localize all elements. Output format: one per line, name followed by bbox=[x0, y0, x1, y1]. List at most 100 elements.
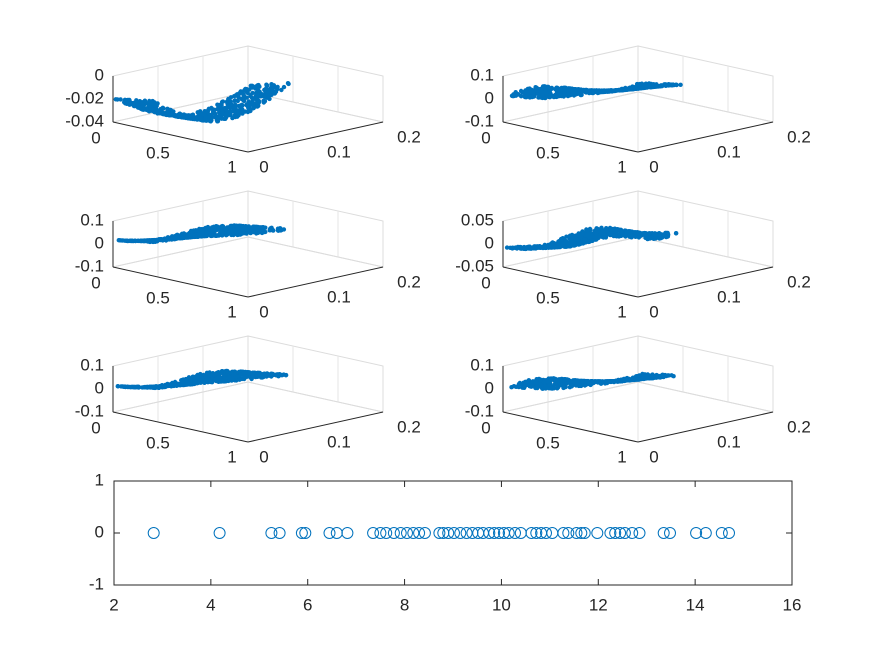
data-point bbox=[228, 95, 234, 100]
data-point bbox=[575, 527, 588, 539]
data-point bbox=[582, 383, 588, 388]
z-tick-label: -0.1 bbox=[465, 401, 494, 420]
data-point bbox=[630, 86, 635, 92]
data-point bbox=[124, 98, 130, 103]
data-point bbox=[547, 244, 552, 249]
data-point bbox=[142, 98, 148, 103]
data-point bbox=[240, 96, 246, 101]
data-point bbox=[653, 83, 659, 89]
data-point bbox=[511, 92, 516, 97]
data-point bbox=[192, 381, 197, 387]
data-point bbox=[573, 233, 578, 238]
data-point bbox=[577, 381, 582, 387]
floor-edge bbox=[637, 91, 774, 123]
data-point bbox=[115, 384, 121, 389]
z-tick-label: 0 bbox=[485, 233, 494, 252]
data-point bbox=[267, 228, 272, 233]
data-point bbox=[119, 238, 124, 243]
data-point bbox=[198, 116, 203, 121]
data-point bbox=[504, 245, 510, 250]
y-tick-label: 0 bbox=[259, 447, 268, 466]
data-point bbox=[270, 86, 275, 92]
data-point bbox=[211, 372, 217, 377]
data-point bbox=[527, 89, 533, 95]
data-point bbox=[611, 227, 617, 232]
y-tick-label: 0 bbox=[259, 302, 268, 321]
data-point bbox=[188, 235, 193, 240]
data-point bbox=[576, 242, 581, 247]
data-point bbox=[690, 527, 703, 539]
floor-edge bbox=[112, 236, 249, 268]
data-point bbox=[617, 87, 623, 93]
data-point bbox=[221, 116, 227, 122]
data-point bbox=[627, 377, 632, 383]
z-tick-label: 0.05 bbox=[461, 210, 494, 229]
data-point bbox=[546, 84, 551, 90]
data-point bbox=[407, 527, 420, 539]
data-point bbox=[615, 377, 621, 383]
y-axis-line bbox=[637, 266, 774, 298]
data-point bbox=[448, 527, 460, 539]
data-point bbox=[154, 237, 160, 243]
data-point bbox=[228, 228, 234, 233]
x-tick-label: 1 bbox=[227, 302, 236, 321]
data-point bbox=[124, 238, 130, 243]
data-point bbox=[612, 379, 617, 384]
data-point bbox=[413, 527, 426, 539]
data-point bbox=[519, 93, 524, 99]
data-point bbox=[212, 228, 217, 234]
y-axis-line bbox=[247, 121, 384, 153]
x-tick-label: 0 bbox=[91, 418, 100, 437]
data-point bbox=[245, 90, 250, 96]
data-point bbox=[259, 94, 264, 99]
data-point bbox=[557, 241, 562, 247]
data-point bbox=[128, 238, 133, 243]
floor-edge bbox=[112, 91, 249, 123]
data-point bbox=[663, 82, 668, 87]
data-point bbox=[570, 527, 583, 539]
data-point bbox=[181, 231, 187, 236]
data-point bbox=[169, 381, 174, 386]
x-tick-label: 0.5 bbox=[146, 143, 170, 162]
data-point bbox=[235, 98, 240, 104]
data-point bbox=[245, 109, 251, 115]
data-point bbox=[151, 101, 157, 106]
data-point bbox=[670, 82, 675, 88]
data-point bbox=[244, 95, 249, 100]
data-point bbox=[513, 245, 518, 251]
data-point bbox=[599, 89, 605, 94]
y-tick-label: 0 bbox=[95, 522, 104, 541]
data-point bbox=[564, 86, 569, 92]
data-point bbox=[607, 88, 613, 94]
data-point bbox=[250, 374, 255, 379]
x-tick-label: 0.5 bbox=[536, 143, 560, 162]
data-point bbox=[147, 384, 152, 390]
x-tick-label: 0.5 bbox=[536, 433, 560, 452]
data-point bbox=[649, 375, 654, 381]
data-point bbox=[236, 93, 241, 99]
data-point bbox=[203, 374, 208, 380]
data-point bbox=[561, 385, 566, 391]
data-point bbox=[530, 379, 536, 384]
data-point bbox=[195, 110, 200, 115]
data-point bbox=[442, 527, 455, 539]
x-tick-label: 0 bbox=[481, 418, 490, 437]
data-point bbox=[136, 238, 141, 243]
data-point bbox=[454, 527, 467, 539]
data-point bbox=[558, 87, 563, 93]
data-point bbox=[542, 245, 548, 250]
data-point bbox=[142, 238, 147, 244]
data-point bbox=[640, 376, 645, 381]
axes3d-middle-left: 0.10-0.100.51 00.10.2 bbox=[75, 190, 421, 321]
z-tick-label: 0 bbox=[95, 65, 104, 84]
data-point bbox=[635, 231, 641, 236]
data-point bbox=[604, 226, 609, 231]
data-point bbox=[275, 373, 280, 378]
data-point bbox=[251, 229, 256, 235]
data-point bbox=[203, 225, 208, 231]
data-point bbox=[218, 228, 223, 233]
data-point bbox=[433, 527, 446, 539]
data-point bbox=[493, 527, 505, 539]
data-point bbox=[135, 103, 141, 108]
